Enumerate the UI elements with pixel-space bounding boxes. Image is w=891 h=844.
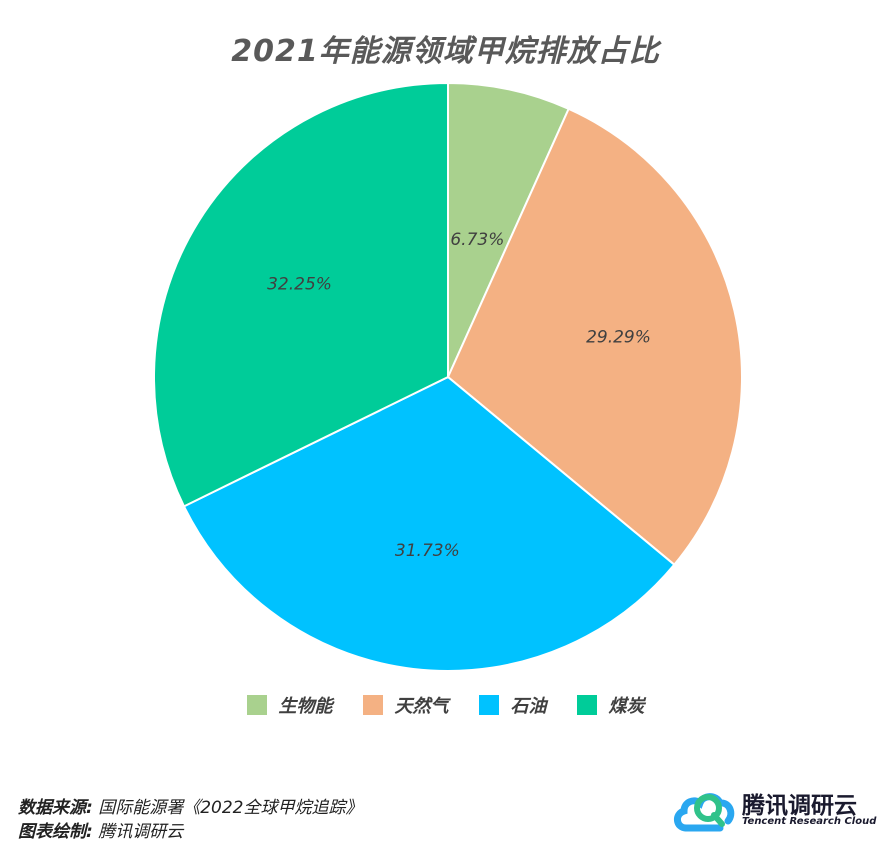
data-label-natural-gas: 29.29% <box>586 327 651 347</box>
legend-label-oil: 石油 <box>510 696 547 717</box>
legend-item-biomass: 生物能 <box>246 692 333 718</box>
legend-swatch-natural-gas <box>362 695 383 715</box>
brand-logo: 腾讯调研云 Tencent Research Cloud <box>672 784 876 834</box>
legend-item-oil: 石油 <box>478 692 547 718</box>
legend: 生物能 天然气 石油 煤炭 <box>0 692 891 718</box>
legend-label-biomass: 生物能 <box>278 696 333 717</box>
pie-chart: 6.73% 29.29% 31.73% 32.25% <box>153 81 743 672</box>
footer: 数据来源: 国际能源署《2022全球甲烷追踪》 图表绘制: 腾讯调研云 <box>18 796 362 844</box>
author-value: 腾讯调研云 <box>98 822 184 842</box>
legend-swatch-coal <box>576 695 597 715</box>
chart-title: 2021年能源领域甲烷排放占比 <box>231 34 660 69</box>
legend-swatch-oil <box>478 695 499 715</box>
author-line: 图表绘制: 腾讯调研云 <box>18 820 362 844</box>
data-label-biomass: 6.73% <box>450 230 504 250</box>
pie-slice-oil <box>182 375 676 672</box>
pie-slice-coal <box>153 81 449 508</box>
legend-label-natural-gas: 天然气 <box>394 696 449 717</box>
legend-label-coal: 煤炭 <box>608 696 645 717</box>
data-label-oil: 31.73% <box>395 541 460 561</box>
source-line: 数据来源: 国际能源署《2022全球甲烷追踪》 <box>18 796 362 820</box>
source-value: 国际能源署《2022全球甲烷追踪》 <box>98 798 363 818</box>
pie-slice-natural-gas <box>446 107 743 567</box>
logo-name: 腾讯调研云 <box>742 793 857 819</box>
source-key: 数据来源: <box>18 798 93 818</box>
legend-item-coal: 煤炭 <box>576 692 645 718</box>
legend-item-natural-gas: 天然气 <box>362 692 449 718</box>
legend-swatch-biomass <box>246 695 267 715</box>
pie-slice-biomass <box>447 81 570 378</box>
author-key: 图表绘制: <box>18 822 93 842</box>
cloud-logo-icon <box>674 793 735 832</box>
data-label-coal: 32.25% <box>267 274 332 294</box>
logo-subtitle: Tencent Research Cloud <box>742 816 877 827</box>
